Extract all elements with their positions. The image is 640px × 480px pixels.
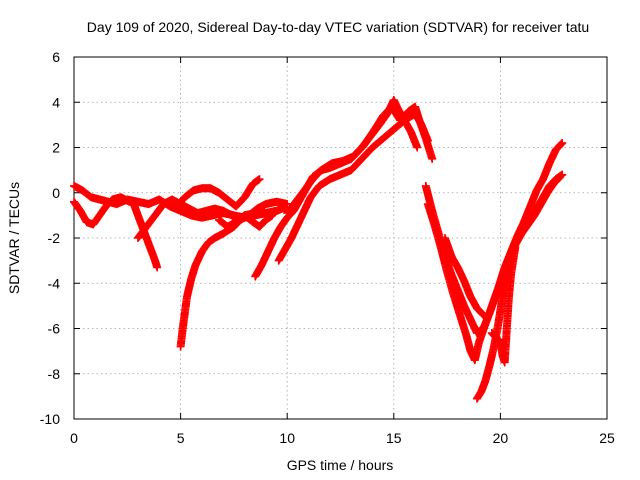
data-marks [70,95,567,403]
x-tick-label: 10 [279,430,295,446]
x-axis-label: GPS time / hours [287,457,394,473]
y-tick-label: -4 [48,275,61,291]
y-tick-label: 6 [52,49,60,65]
data-point [511,243,520,252]
x-tick-label: 0 [70,430,78,446]
series-track-5 [172,175,264,211]
data-point [268,211,277,220]
data-point [153,263,162,272]
y-tick-label: 0 [52,185,60,201]
data-point [558,138,567,147]
series-track-2 [70,193,142,229]
y-axis-label: SDTVAR / TECUs [6,182,22,294]
y-tick-label: 2 [52,140,60,156]
x-tick-label: 25 [599,430,615,446]
y-tick-label: -6 [48,321,61,337]
data-point [428,154,437,163]
series-track-15 [487,243,520,367]
axis-ticks [73,56,608,420]
y-tick-label: 4 [52,94,60,110]
data-point [558,170,567,179]
x-tick-label: 15 [386,430,402,446]
series-track-10 [283,102,437,218]
y-tick-label: -8 [48,366,61,382]
data-point [479,310,488,319]
y-axis-tick-labels: -10 -8 -6 -4 -2 0 2 4 6 [40,49,60,427]
series-track-13 [440,234,488,319]
x-tick-label: 20 [493,430,509,446]
chart-title: Day 109 of 2020, Sidereal Day-to-day VTE… [87,19,589,35]
x-tick-label: 5 [177,430,185,446]
grid [74,57,607,419]
y-tick-label: -10 [40,411,60,427]
series-track-7 [214,211,277,231]
data-point [255,175,264,184]
data-point [413,143,422,152]
y-tick-label: -2 [48,230,61,246]
x-axis-tick-labels: 0 5 10 15 20 25 [70,430,615,446]
